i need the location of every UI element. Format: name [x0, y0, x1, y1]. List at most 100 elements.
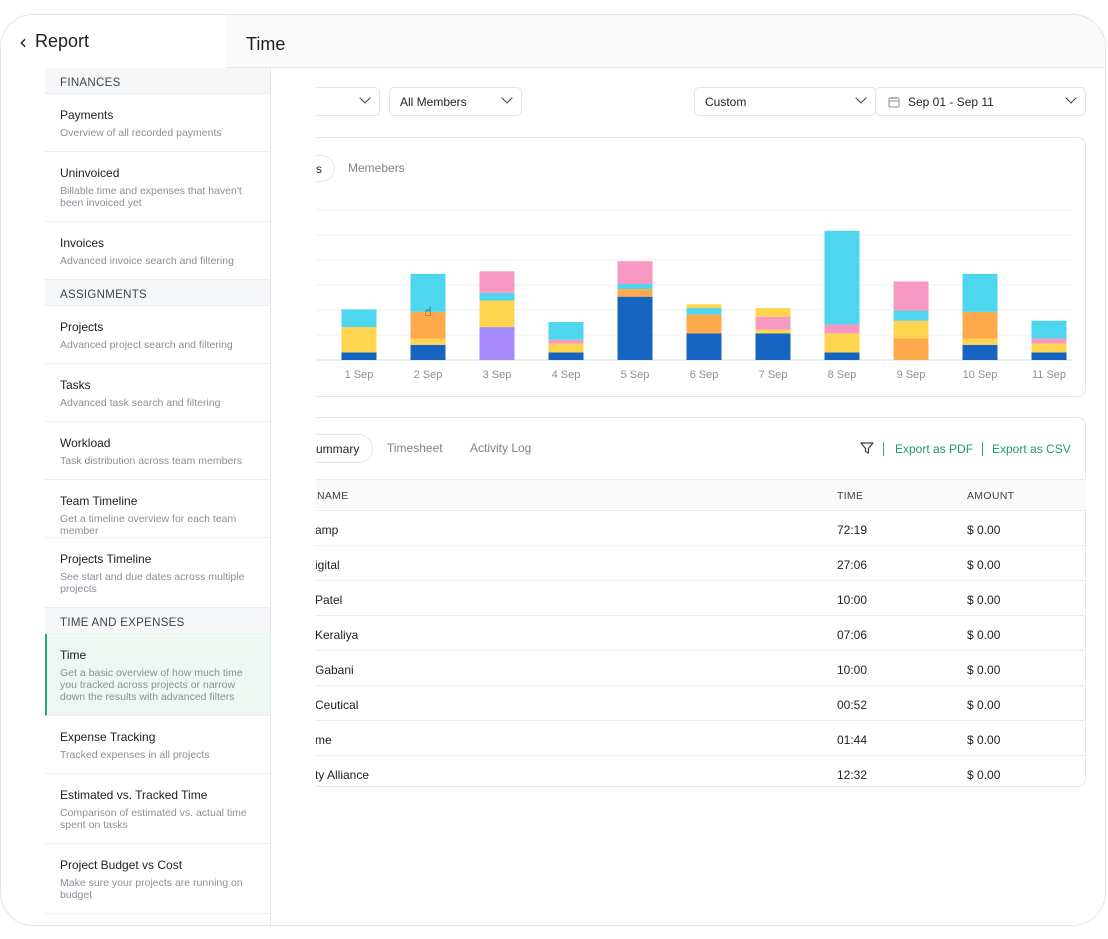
bar-segment[interactable]	[686, 304, 722, 309]
cell-name: ty Alliance	[316, 768, 370, 782]
bar-segment[interactable]	[617, 284, 653, 290]
export-csv-link[interactable]: Export as CSV	[992, 442, 1071, 456]
bar-segment[interactable]	[548, 352, 584, 360]
bar-segment[interactable]	[686, 308, 722, 315]
sidebar-item-time[interactable]: Time Get a basic overview of how much tim…	[45, 634, 270, 716]
table-row[interactable]: me 01:44 $ 0.00	[316, 720, 1086, 755]
bar-segment[interactable]	[479, 300, 515, 328]
date-range-picker[interactable]: Sep 01 - Sep 11	[875, 87, 1086, 116]
sidebar-item-description: Advanced task search and filtering	[60, 397, 221, 409]
sidebar-item-title: Invoices	[60, 236, 105, 250]
bar-segment[interactable]	[962, 344, 998, 360]
range-type-dropdown[interactable]: Custom	[694, 87, 876, 116]
sidebar-item-tasks[interactable]: Tasks Advanced task search and filtering	[45, 364, 270, 422]
divider	[982, 442, 983, 456]
tab-timesheet[interactable]: Timesheet	[387, 441, 443, 455]
bar-segment[interactable]	[617, 296, 653, 360]
x-tick-label: 1 Sep	[345, 369, 374, 381]
bar-segment[interactable]	[1031, 320, 1067, 339]
sidebar-item-estimated-vs-tracked-time[interactable]: Estimated vs. Tracked Time Comparison of …	[45, 774, 270, 844]
bar-segment[interactable]	[1031, 343, 1067, 353]
x-tick-label: 2 Sep	[414, 369, 443, 381]
bar-segment[interactable]	[617, 261, 653, 284]
bar-segment[interactable]	[962, 273, 998, 312]
sidebar-item-uninvoiced[interactable]: Uninvoiced Billable time and expenses tha…	[45, 152, 270, 222]
table-row[interactable]: amp 72:19 $ 0.00	[316, 510, 1086, 545]
bar-segment[interactable]	[1031, 352, 1067, 360]
table-row[interactable]: igital 27:06 $ 0.00	[316, 545, 1086, 580]
bar-segment[interactable]	[341, 309, 377, 328]
sidebar-item-title: Projects Timeline	[60, 552, 152, 566]
bar-segment[interactable]	[824, 230, 860, 325]
bar-segment[interactable]	[410, 344, 446, 360]
table-row[interactable]: Patel 10:00 $ 0.00	[316, 580, 1086, 615]
bar-segment[interactable]	[479, 292, 515, 301]
bar-segment[interactable]	[548, 322, 584, 340]
bar-segment[interactable]	[893, 338, 929, 360]
sidebar-item-team-timeline[interactable]: Team Timeline Get a timeline overview for…	[45, 480, 270, 538]
bar-segment[interactable]	[617, 289, 653, 297]
bar-segment[interactable]	[755, 333, 791, 360]
sidebar-item-description: Make sure your projects are running on b…	[60, 877, 243, 901]
cell-time: 12:32	[837, 768, 868, 782]
bar-segment[interactable]	[410, 273, 446, 312]
cell-time: 10:00	[837, 593, 868, 607]
cell-name: Gabani	[316, 663, 354, 677]
bar-segment[interactable]	[893, 281, 929, 311]
bar-segment[interactable]	[479, 327, 515, 360]
bar-segment[interactable]	[755, 308, 791, 317]
bar-segment[interactable]	[893, 310, 929, 321]
sidebar-item-expense-tracking[interactable]: Expense Tracking Tracked expenses in all …	[45, 716, 270, 774]
sidebar-item-invoices[interactable]: Invoices Advanced invoice search and filt…	[45, 222, 270, 280]
bar-segment[interactable]	[962, 338, 998, 345]
cell-name: Keraliya	[316, 628, 359, 642]
bar-segment[interactable]	[410, 338, 446, 345]
bar-segment[interactable]	[1031, 338, 1067, 344]
filter-icon[interactable]	[860, 441, 874, 455]
x-tick-label: 5 Sep	[621, 369, 650, 381]
bar-segment[interactable]	[479, 271, 515, 293]
chevron-down-icon	[359, 92, 371, 104]
bar-segment[interactable]	[755, 316, 791, 330]
bar-segment[interactable]	[410, 311, 446, 339]
bar-segment[interactable]	[962, 311, 998, 339]
table-row[interactable]: Keraliya 07:06 $ 0.00	[316, 615, 1086, 650]
sidebar-item-projects[interactable]: Projects Advanced project search and filt…	[45, 306, 270, 364]
sidebar-item-payments[interactable]: Payments Overview of all recorded payment…	[45, 94, 270, 152]
sidebar-item-workload[interactable]: Workload Task distribution across team me…	[45, 422, 270, 480]
members-filter-dropdown[interactable]: All Members	[389, 87, 522, 116]
project-filter-dropdown[interactable]	[316, 87, 380, 116]
bar-segment[interactable]	[686, 333, 722, 360]
x-tick-label: 9 Sep	[897, 369, 926, 381]
bar-segment[interactable]	[686, 314, 722, 334]
cell-time: 72:19	[837, 523, 868, 537]
table-row[interactable]: Gabani 10:00 $ 0.00	[316, 650, 1086, 685]
back-button[interactable]: ‹ Report	[19, 31, 89, 52]
table-row[interactable]: Ceutical 00:52 $ 0.00	[316, 685, 1086, 720]
bar-segment[interactable]	[548, 343, 584, 353]
bar-segment[interactable]	[548, 339, 584, 344]
sidebar-item-title: Estimated vs. Tracked Time	[60, 788, 208, 802]
bar-segment[interactable]	[341, 327, 377, 353]
column-name-header: NAME	[317, 490, 349, 502]
x-tick-label: 3 Sep	[483, 369, 512, 381]
sidebar-section-heading: TIME AND EXPENSES	[45, 608, 270, 634]
sidebar-item-title: Project Budget vs Cost	[60, 858, 183, 872]
sidebar-item-projects-timeline[interactable]: Projects Timeline See start and due dates…	[45, 538, 270, 608]
bar-segment[interactable]	[893, 320, 929, 339]
bar-segment[interactable]	[824, 352, 860, 360]
bar-segment[interactable]	[824, 324, 860, 334]
export-pdf-link[interactable]: Export as PDF	[895, 442, 974, 456]
page-title: Time	[246, 34, 286, 54]
bar-segment[interactable]	[824, 333, 860, 353]
bar-segment[interactable]	[341, 352, 377, 360]
cell-amount: $ 0.00	[967, 558, 1001, 572]
tab-summary[interactable]: ummary	[316, 434, 373, 463]
cell-amount: $ 0.00	[967, 593, 1001, 607]
table-row[interactable]: ty Alliance 12:32 $ 0.00	[316, 755, 1086, 790]
bar-segment[interactable]	[755, 329, 791, 334]
chart-tab-members[interactable]: Memebers	[348, 161, 405, 175]
time-chart: 1 Sep 2 Sep 3 Sep 4 Sep 5 Sep 6 Sep 7 Sep 8 Sep…	[317, 209, 1072, 381]
sidebar-item-project-budget-vs-cost[interactable]: Project Budget vs Cost Make sure your pro…	[45, 844, 270, 914]
tab-activity-log[interactable]: Activity Log	[470, 441, 532, 455]
